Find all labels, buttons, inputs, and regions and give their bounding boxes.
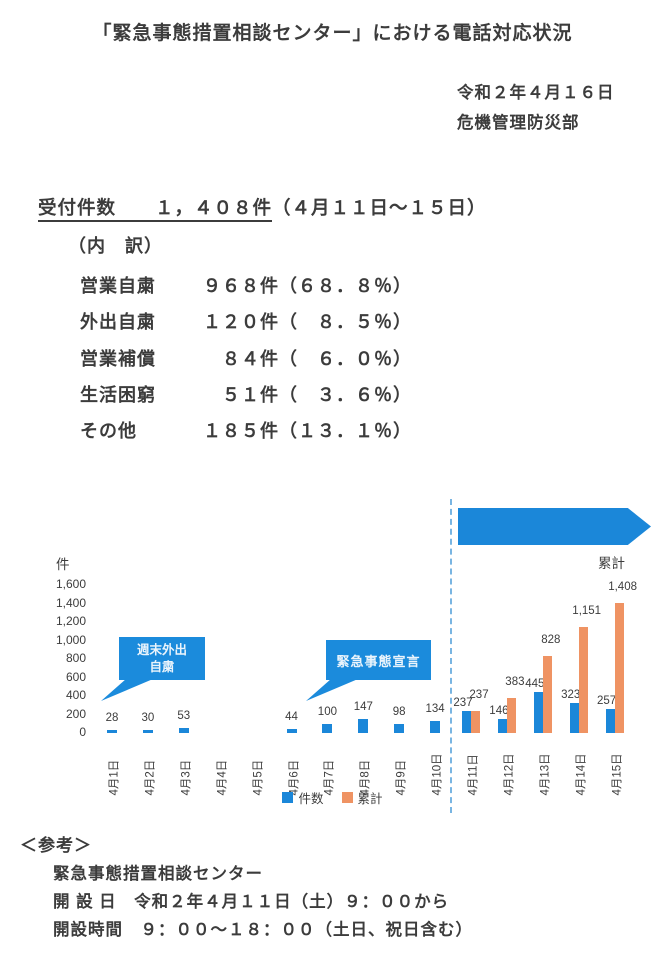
reference-opening-hours: 開設時間 ９：００～１８：００（土日、祝日含む） xyxy=(53,921,473,939)
bar-kensu xyxy=(497,719,507,733)
bar-value-label-kensu: 100 xyxy=(317,706,337,718)
bar-ruikei xyxy=(542,656,552,733)
bar-ruikei xyxy=(506,698,516,733)
bar-value-label-ruikei: 1,408 xyxy=(608,581,637,593)
department-name: 危機管理防災部 xyxy=(457,114,580,132)
bar-value-label-kensu: 257 xyxy=(597,695,617,707)
header-meta: 令和２年４月１６日 危機管理防災部 xyxy=(457,78,615,138)
bar-value-label-kensu: 134 xyxy=(425,703,445,715)
breakdown-label: 営業自粛 xyxy=(80,276,156,296)
bar-value-label-ruikei: 1,151 xyxy=(572,605,602,617)
bar-value-label-kensu: 53 xyxy=(177,710,191,722)
annotation-weekend-tail xyxy=(101,679,153,701)
breakdown-value: ８４件（ ６．０％） xyxy=(203,349,412,369)
breakdown-value: １２０件（ ８．５％） xyxy=(203,312,412,332)
bar-kensu xyxy=(322,724,333,733)
bar-kensu xyxy=(430,721,441,733)
received-count-headline: 受付件数 １，４０８件（４月１１日～１５日） xyxy=(38,194,487,222)
annotation-emergency-declaration: 緊急事態宣言 xyxy=(326,640,431,680)
breakdown-value: １８５件（１３．１％） xyxy=(203,421,412,441)
breakdown-heading: （内 訳） xyxy=(68,236,163,256)
breakdown-label: 外出自粛 xyxy=(80,312,156,332)
bar-kensu xyxy=(394,724,405,733)
breakdown-value: ９６８件（６８．８％） xyxy=(203,276,412,296)
y-axis-tick-label: 600 xyxy=(65,669,86,684)
bar-value-label-kensu: 323 xyxy=(561,689,581,701)
breakdown-value: ５１件（ ３．６％） xyxy=(203,385,412,405)
bar-kensu xyxy=(178,728,189,733)
bar-value-label-kensu: 146 xyxy=(489,705,509,717)
bar-kensu xyxy=(605,709,615,733)
breakdown-label: 営業補償 xyxy=(80,349,156,369)
bar-value-label-ruikei: 237 xyxy=(469,689,489,701)
breakdown-label: 生活困窮 xyxy=(80,385,156,405)
cumulative-arrow-label: 累計 xyxy=(598,556,625,571)
bar-ruikei xyxy=(578,627,588,733)
bar-kensu xyxy=(286,729,297,733)
reference-center-name: 緊急事態措置相談センター xyxy=(53,865,263,883)
bar-value-label-kensu: 147 xyxy=(353,701,373,713)
bar-kensu xyxy=(462,711,471,733)
bar-ruikei xyxy=(614,603,624,733)
y-axis-tick-label: 0 xyxy=(79,725,86,739)
reference-opening-day: 開 設 日 令和２年４月１１日（土）９：００から xyxy=(53,893,450,911)
received-count-value: 受付件数 １，４０８件 xyxy=(38,197,273,222)
document-date: 令和２年４月１６日 xyxy=(457,84,615,102)
cumulative-arrow-icon xyxy=(458,508,651,545)
bar-value-label-ruikei: 828 xyxy=(541,634,561,646)
bar-kensu xyxy=(142,730,153,733)
legend-label-ruikei: 累計 xyxy=(357,792,383,806)
legend-swatch-kensu-icon xyxy=(282,792,294,803)
bar-kensu xyxy=(533,692,543,733)
y-axis-tick-label: 400 xyxy=(65,688,86,702)
bar-ruikei xyxy=(471,711,480,733)
bar-value-label-kensu: 445 xyxy=(525,678,545,690)
chart-legend: 件数 累計 xyxy=(0,788,665,807)
legend-item-kensu: 件数 xyxy=(282,788,324,807)
y-axis-tick-label: 800 xyxy=(65,651,86,665)
reference-heading: ＜参考＞ xyxy=(20,836,92,855)
opening-day-divider-line xyxy=(450,499,452,813)
y-axis-tick-label: 1,000 xyxy=(55,632,86,647)
bar-value-label-ruikei: 383 xyxy=(505,676,525,688)
annotation-emergency-tail xyxy=(306,679,358,701)
y-axis-tick-label: 1,600 xyxy=(55,577,86,591)
y-axis-tick-label: 1,400 xyxy=(55,595,86,610)
breakdown-label: その他 xyxy=(80,421,137,441)
legend-item-ruikei: 累計 xyxy=(341,788,383,807)
daily-calls-bar-chart: 件 累計 週末外出 自粛 緊急事態宣言 1,600 1,400 1,200 1,000… xyxy=(0,495,665,830)
legend-label-kensu: 件数 xyxy=(298,792,324,806)
bar-value-label-kensu: 30 xyxy=(141,712,155,724)
page-title: 「緊急事態措置相談センター」における電話対応状況 xyxy=(92,23,573,44)
annotation-weekend-self-restraint: 週末外出 自粛 xyxy=(119,637,205,680)
bar-value-label-kensu: 28 xyxy=(105,712,119,724)
y-axis-tick-label: 200 xyxy=(65,706,86,721)
received-count-period: （４月１１日～１５日） xyxy=(272,197,487,218)
bar-kensu xyxy=(569,703,579,733)
bar-kensu xyxy=(107,730,117,733)
bar-value-label-kensu: 237 xyxy=(453,697,473,709)
bar-value-label-kensu: 98 xyxy=(392,706,406,718)
bar-kensu xyxy=(358,719,369,733)
legend-swatch-ruikei-icon xyxy=(341,792,353,803)
y-axis-unit-label: 件 xyxy=(56,557,70,572)
y-axis-tick-label: 1,200 xyxy=(55,614,86,628)
bar-value-label-kensu: 44 xyxy=(285,711,298,723)
